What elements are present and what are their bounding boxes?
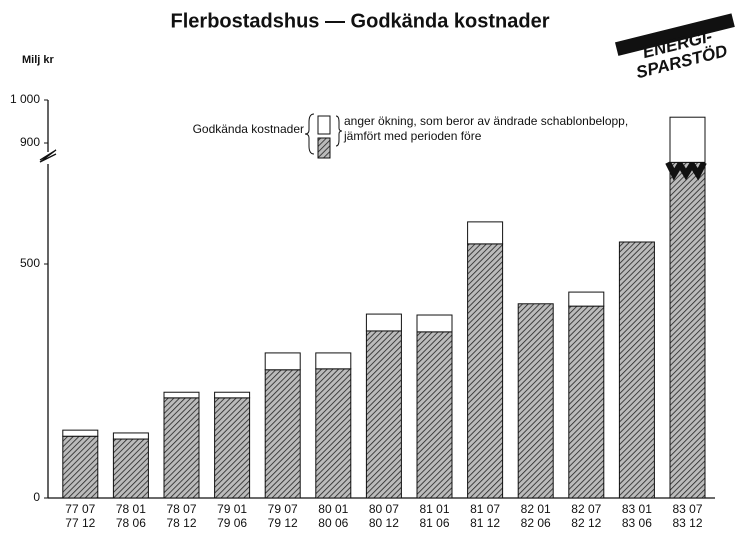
bar-segment bbox=[568, 305, 605, 499]
bar-segment bbox=[467, 221, 504, 245]
bar-segment bbox=[315, 352, 352, 370]
x-tick-label: 79 01 bbox=[217, 502, 247, 516]
bar-segment bbox=[214, 391, 251, 399]
bar-break bbox=[665, 158, 707, 181]
bar-segment bbox=[618, 241, 655, 499]
x-tick-label: 82 12 bbox=[571, 516, 601, 530]
bar-segment bbox=[517, 303, 554, 499]
legend-note: anger ökning, som beror av ändrade schab… bbox=[344, 114, 629, 143]
bar-segment bbox=[264, 352, 301, 371]
x-tick-label: 79 06 bbox=[217, 516, 247, 530]
y-tick-label: 1 000 bbox=[10, 92, 40, 106]
bar-segment bbox=[264, 369, 301, 499]
x-tick-label: 79 07 bbox=[268, 502, 298, 516]
stamp: ENERGI- SPARSTÖD bbox=[615, 13, 735, 82]
x-tick-label: 81 12 bbox=[470, 516, 500, 530]
x-tick-label: 78 12 bbox=[166, 516, 196, 530]
axis-break bbox=[39, 149, 57, 163]
bar-segment bbox=[416, 314, 453, 333]
legend-swatch bbox=[317, 137, 331, 159]
bar-segment bbox=[163, 397, 200, 499]
bar-segment bbox=[214, 397, 251, 499]
x-tick-label: 81 01 bbox=[419, 502, 449, 516]
y-tick-label: 900 bbox=[20, 135, 40, 149]
legend-brace bbox=[304, 113, 315, 155]
x-tick-label: 78 01 bbox=[116, 502, 146, 516]
stamp-bar bbox=[615, 13, 735, 56]
bar-segment bbox=[365, 330, 402, 499]
bar-segment bbox=[62, 435, 99, 499]
x-tick-label: 82 07 bbox=[571, 502, 601, 516]
x-tick-label: 78 07 bbox=[166, 502, 196, 516]
bar-segment bbox=[669, 161, 706, 499]
legend-brace bbox=[335, 115, 343, 147]
bar-segment bbox=[467, 243, 504, 499]
chart-title: Flerbostadshus — Godkända kostnader bbox=[171, 10, 550, 32]
bar-segment bbox=[112, 438, 149, 499]
x-tick-label: 83 01 bbox=[622, 502, 652, 516]
x-tick-label: 83 06 bbox=[622, 516, 652, 530]
x-tick-label: 81 06 bbox=[419, 516, 449, 530]
legend-swatch bbox=[317, 115, 331, 135]
bar-segment bbox=[163, 391, 200, 399]
y-tick-label: 0 bbox=[33, 490, 40, 504]
bar-segment bbox=[669, 116, 706, 163]
x-tick-label: 80 12 bbox=[369, 516, 399, 530]
x-tick-label: 80 01 bbox=[318, 502, 348, 516]
bar-segment bbox=[315, 368, 352, 499]
x-tick-label: 82 01 bbox=[521, 502, 551, 516]
bar-segment bbox=[568, 291, 605, 307]
x-tick-label: 80 06 bbox=[318, 516, 348, 530]
legend-label: Godkända kostnader bbox=[193, 122, 304, 136]
x-tick-label: 78 06 bbox=[116, 516, 146, 530]
bar-segment bbox=[365, 313, 402, 332]
bar-segment bbox=[112, 432, 149, 440]
x-tick-label: 77 12 bbox=[65, 516, 95, 530]
x-tick-label: 77 07 bbox=[65, 502, 95, 516]
bar-segment bbox=[416, 331, 453, 499]
x-tick-label: 83 07 bbox=[672, 502, 702, 516]
bar-segment bbox=[62, 429, 99, 437]
x-tick-label: 83 12 bbox=[672, 516, 702, 530]
x-tick-label: 79 12 bbox=[268, 516, 298, 530]
y-axis-label: Milj kr bbox=[22, 54, 55, 66]
x-tick-label: 81 07 bbox=[470, 502, 500, 516]
y-tick-label: 500 bbox=[20, 256, 40, 270]
x-tick-label: 80 07 bbox=[369, 502, 399, 516]
x-tick-label: 82 06 bbox=[521, 516, 551, 530]
